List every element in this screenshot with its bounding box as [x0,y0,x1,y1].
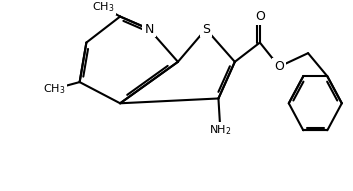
Text: O: O [274,60,284,73]
Text: CH$_3$: CH$_3$ [43,82,66,96]
Text: N: N [144,23,154,36]
Text: O: O [255,10,265,23]
Text: NH$_2$: NH$_2$ [209,123,232,137]
Text: CH$_3$: CH$_3$ [91,0,114,14]
Text: S: S [202,23,210,36]
